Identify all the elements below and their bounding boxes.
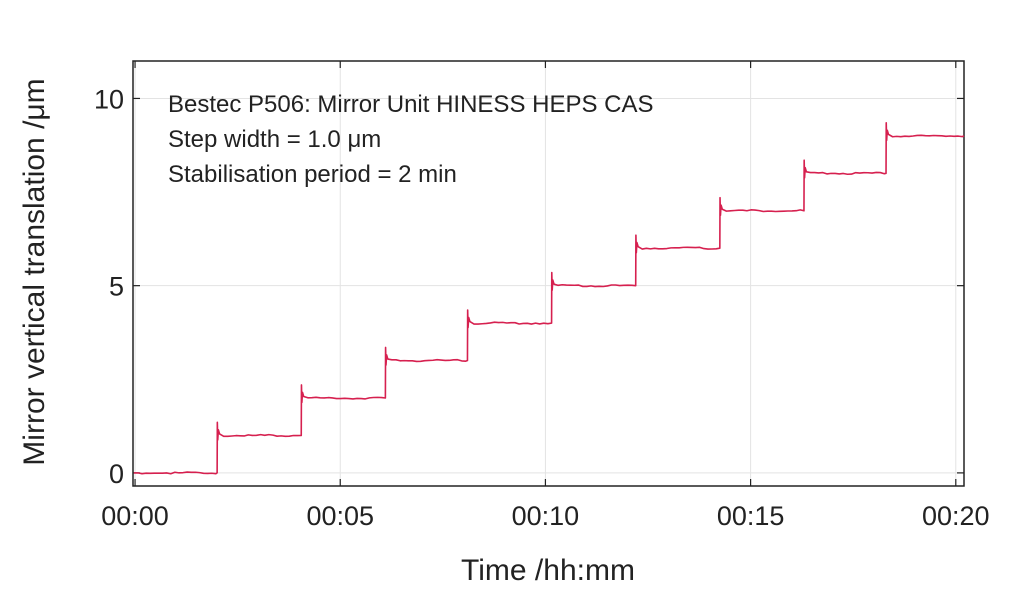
x-tick-labels: 00:00 00:05 00:10 00:15 00:20 (101, 501, 989, 531)
x-tick-label: 00:00 (101, 501, 169, 531)
y-tick-labels: 0 5 10 (94, 84, 124, 488)
x-tick-label: 00:10 (512, 501, 580, 531)
x-tick-label: 00:05 (306, 501, 374, 531)
annotation-stabilisation: Stabilisation period = 2 min (168, 161, 457, 188)
y-tick-label: 10 (94, 84, 124, 114)
annotation-step-width: Step width = 1.0 μm (168, 126, 381, 153)
annotation-title: Bestec P506: Mirror Unit HINESS HEPS CAS (168, 91, 653, 118)
y-tick-label: 0 (109, 459, 124, 489)
series-line-mirror-translation (133, 121, 965, 475)
y-tick-label: 5 (109, 272, 124, 302)
x-axis-label: Time /hh:mm (461, 554, 635, 587)
y-axis-label: Mirror vertical translation /μm (18, 78, 51, 465)
grid-lines (133, 61, 964, 486)
x-tick-label: 00:15 (717, 501, 785, 531)
x-tick-label: 00:20 (922, 501, 990, 531)
axis-ticks (133, 61, 964, 486)
plot-frame (132, 60, 965, 487)
